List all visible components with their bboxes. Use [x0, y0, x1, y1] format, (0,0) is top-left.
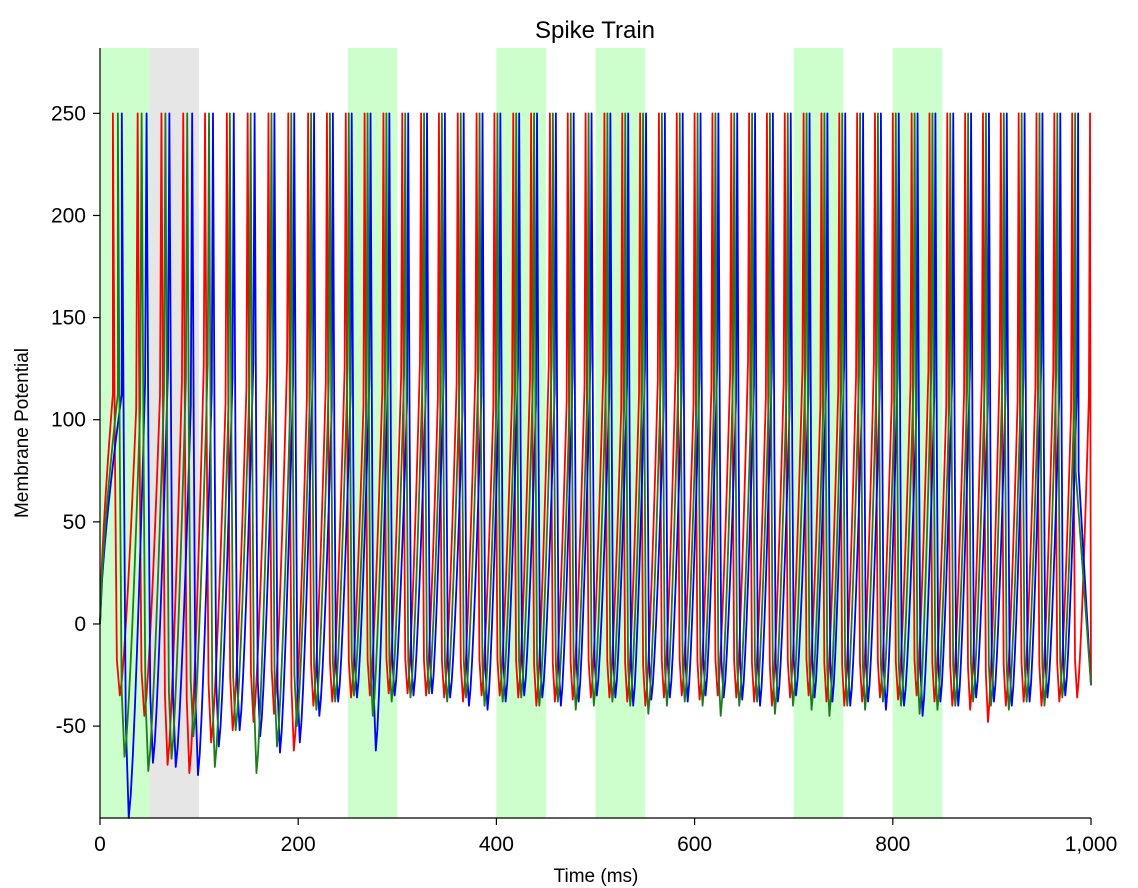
x-tick-label: 800	[875, 833, 910, 856]
x-axis-title: Time (ms)	[554, 866, 639, 887]
y-tick-label: 150	[51, 307, 86, 330]
y-axis-ticks: -50 0 50 100 150 200 250	[51, 102, 100, 738]
x-tick-label: 400	[479, 833, 514, 856]
series-trace-1	[99, 112, 1092, 819]
y-tick-label: 100	[51, 409, 86, 432]
y-axis-title: Membrane Potential	[12, 348, 33, 518]
shaded-interval-5	[793, 48, 844, 818]
x-tick-label: 0	[94, 833, 106, 856]
axes	[99, 48, 1091, 819]
x-tick-label: 200	[281, 833, 316, 856]
x-axis-ticks: 0 200 400 600 800 1,000	[94, 818, 1117, 856]
series-traces	[99, 112, 1092, 819]
y-tick-label: -50	[56, 715, 86, 738]
x-tick-label: 600	[677, 833, 712, 856]
y-tick-label: 50	[63, 511, 86, 534]
chart-title: Spike Train	[535, 17, 655, 44]
series-trace-2	[99, 112, 1092, 774]
y-tick-label: 250	[51, 102, 86, 125]
y-tick-label: 0	[74, 613, 86, 636]
y-tick-label: 200	[51, 204, 86, 227]
x-tick-label: 1,000	[1065, 833, 1118, 856]
